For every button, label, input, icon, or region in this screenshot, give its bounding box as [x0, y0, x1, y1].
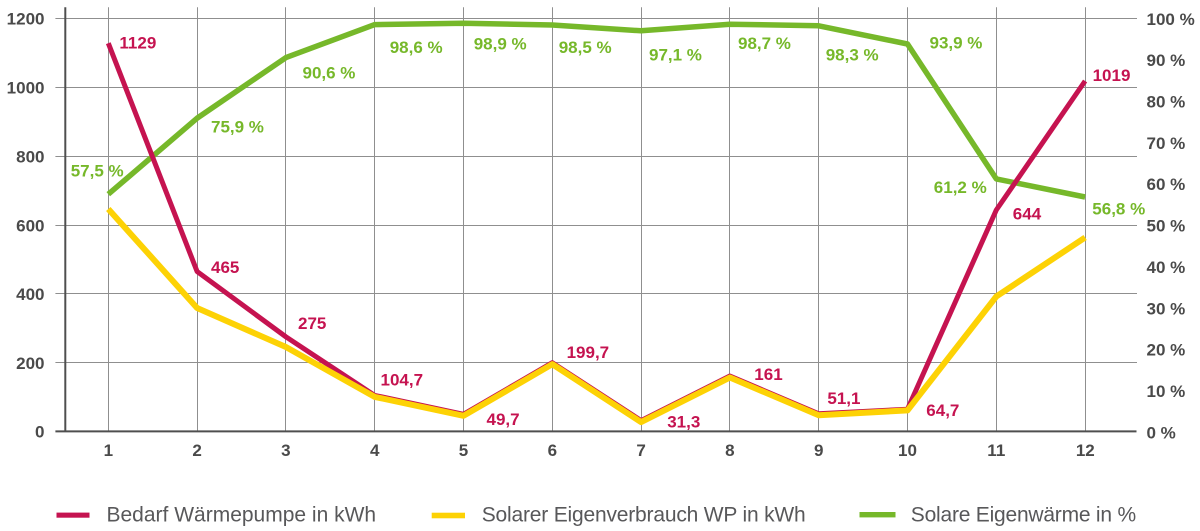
svg-text:7: 7	[636, 441, 645, 460]
svg-text:64,7: 64,7	[926, 401, 959, 420]
svg-text:93,9 %: 93,9 %	[930, 34, 983, 53]
svg-text:97,1 %: 97,1 %	[649, 45, 702, 64]
svg-text:56,8 %: 56,8 %	[1092, 199, 1145, 218]
svg-text:11: 11	[987, 441, 1005, 460]
svg-text:51,1: 51,1	[827, 389, 860, 408]
svg-text:60 %: 60 %	[1147, 175, 1186, 194]
svg-text:80 %: 80 %	[1147, 93, 1186, 112]
svg-text:10: 10	[898, 441, 917, 460]
svg-text:70 %: 70 %	[1147, 134, 1186, 153]
svg-text:100 %: 100 %	[1147, 10, 1195, 29]
svg-text:1: 1	[104, 441, 113, 460]
svg-text:4: 4	[370, 441, 380, 460]
svg-text:0 %: 0 %	[1147, 423, 1176, 442]
svg-text:2: 2	[192, 441, 201, 460]
svg-text:90,6 %: 90,6 %	[303, 64, 356, 83]
svg-text:199,7: 199,7	[567, 343, 610, 362]
svg-text:49,7: 49,7	[487, 410, 520, 429]
svg-text:20 %: 20 %	[1147, 341, 1186, 360]
svg-text:57,5 %: 57,5 %	[71, 162, 124, 181]
svg-text:1200: 1200	[7, 9, 45, 28]
svg-text:Solare Eigenwärme in %: Solare Eigenwärme in %	[911, 504, 1136, 527]
svg-text:30 %: 30 %	[1147, 299, 1186, 318]
svg-text:200: 200	[16, 354, 44, 373]
svg-text:40 %: 40 %	[1147, 258, 1186, 277]
svg-text:275: 275	[298, 314, 326, 333]
svg-text:90 %: 90 %	[1147, 51, 1186, 70]
svg-text:98,7 %: 98,7 %	[738, 34, 791, 53]
svg-text:1129: 1129	[119, 33, 156, 52]
svg-text:50 %: 50 %	[1147, 217, 1186, 236]
svg-text:98,5 %: 98,5 %	[559, 38, 612, 57]
svg-text:161: 161	[754, 365, 782, 384]
svg-text:31,3: 31,3	[667, 412, 700, 431]
svg-text:6: 6	[548, 441, 557, 460]
svg-text:98,9 %: 98,9 %	[474, 34, 527, 53]
svg-text:10 %: 10 %	[1147, 382, 1186, 401]
svg-text:644: 644	[1013, 205, 1042, 224]
svg-text:1000: 1000	[7, 79, 45, 98]
svg-text:465: 465	[211, 258, 239, 277]
svg-text:Solarer Eigenverbrauch WP in k: Solarer Eigenverbrauch WP in kWh	[482, 504, 806, 527]
svg-text:98,3 %: 98,3 %	[826, 45, 879, 64]
svg-text:400: 400	[16, 285, 44, 304]
svg-text:8: 8	[725, 441, 734, 460]
svg-text:1019: 1019	[1093, 66, 1131, 85]
svg-text:5: 5	[459, 441, 468, 460]
svg-text:9: 9	[814, 441, 823, 460]
svg-text:104,7: 104,7	[381, 371, 424, 390]
svg-text:61,2 %: 61,2 %	[934, 178, 987, 197]
svg-text:0: 0	[35, 423, 44, 442]
svg-text:800: 800	[16, 148, 44, 167]
svg-text:98,6 %: 98,6 %	[390, 38, 443, 57]
svg-text:12: 12	[1076, 441, 1095, 460]
svg-text:3: 3	[281, 441, 290, 460]
svg-text:75,9 %: 75,9 %	[211, 118, 264, 137]
svg-text:Bedarf Wärmepumpe in kWh: Bedarf Wärmepumpe in kWh	[107, 504, 377, 527]
svg-text:600: 600	[16, 216, 44, 235]
